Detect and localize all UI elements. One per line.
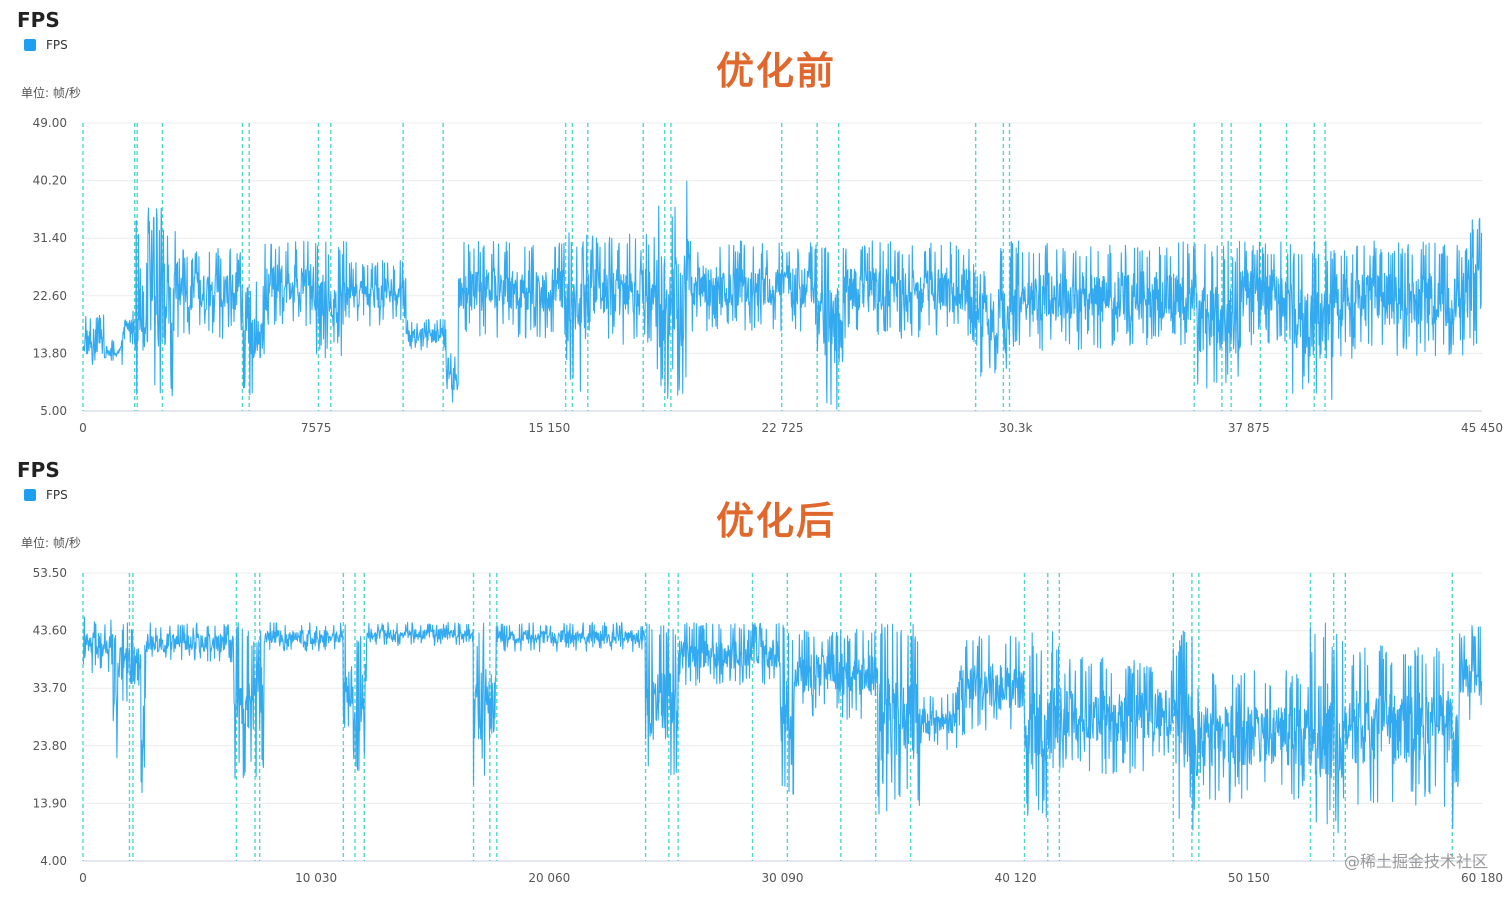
legend[interactable]: FPS [24,488,68,502]
legend-label: FPS [46,38,68,52]
x-tick-label: 60 180 [1461,871,1503,885]
y-tick-label: 53.50 [33,566,67,580]
watermark: @稀土掘金技术社区 [1343,852,1488,871]
x-tick-label: 22 725 [762,421,804,435]
x-tick-label: 15 150 [528,421,570,435]
chart-title: 优化前 [715,49,836,93]
y-tick-label: 43.60 [33,624,67,638]
panel-title: FPS [17,458,60,482]
series-line-fps [82,180,1483,410]
legend-label: FPS [46,488,68,502]
fps-chart-after: 53.50 43.60 33.70 23.80 13.90 4.00 0 10 030 20 0… [33,566,1503,885]
x-tick-label: 37 875 [1228,421,1270,435]
series-line-fps [82,616,1483,834]
x-tick-label: 10 030 [295,871,337,885]
y-tick-label: 22.60 [33,289,67,303]
x-tick-label: 0 [79,421,87,435]
y-tick-label: 23.80 [33,739,67,753]
chart-title: 优化后 [715,499,836,543]
y-tick-label: 13.90 [33,796,67,810]
x-tick-label: 50 150 [1228,871,1270,885]
x-tick-label: 40 120 [995,871,1037,885]
y-tick-label: 4.00 [40,854,67,868]
x-tick-label: 20 060 [528,871,570,885]
x-tick-label: 0 [79,871,87,885]
y-tick-label: 5.00 [40,404,67,418]
x-tick-label: 30.3k [999,421,1033,435]
y-tick-label: 33.70 [33,681,67,695]
legend[interactable]: FPS [24,38,68,52]
y-tick-label: 40.20 [33,174,67,188]
fps-chart-before: 49.00 40.20 31.40 22.60 13.80 5.00 0 7575 15 150… [33,116,1503,435]
panel-title: FPS [17,8,60,32]
x-tick-label: 7575 [301,421,332,435]
chart-panel-after: FPS FPS 优化后 单位: 帧/秒 53.50 43.60 33.70 23.80… [0,450,1512,898]
y-axis-unit-label: 单位: 帧/秒 [21,86,81,100]
y-tick-label: 49.00 [33,116,67,130]
legend-swatch [24,489,36,501]
x-tick-label: 30 090 [762,871,804,885]
y-tick-label: 31.40 [33,231,67,245]
legend-swatch [24,39,36,51]
y-tick-label: 13.80 [33,346,67,360]
y-axis-unit-label: 单位: 帧/秒 [21,536,81,550]
x-tick-label: 45 450 [1461,421,1503,435]
chart-panel-before: FPS FPS 优化前 单位: 帧/秒 49.00 40.20 31.40 22.60… [0,0,1512,448]
